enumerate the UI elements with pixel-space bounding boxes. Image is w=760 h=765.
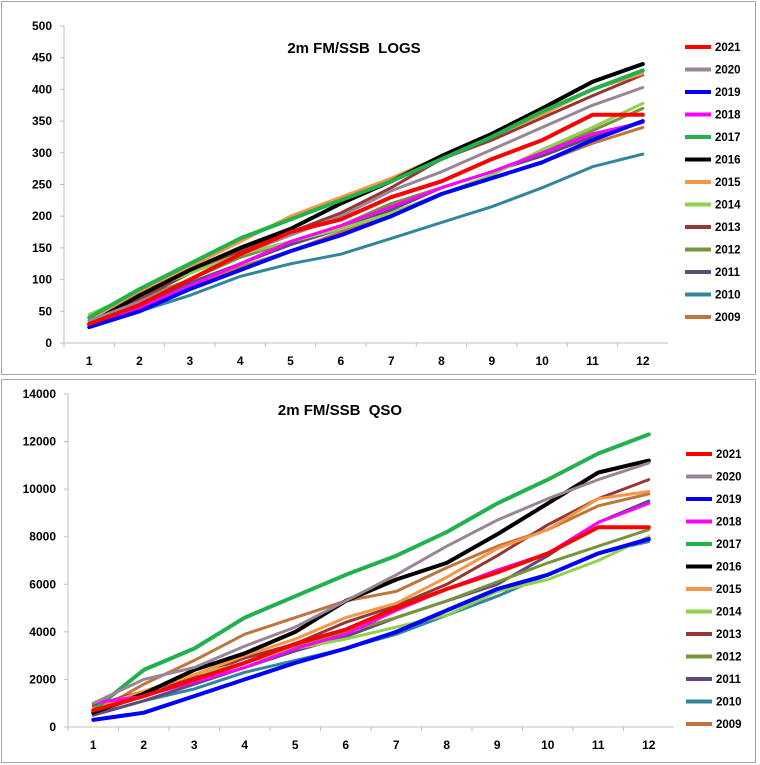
qso-legend-label-2016: 2016 bbox=[716, 562, 742, 574]
logs-y-tick-label: 250 bbox=[32, 178, 52, 192]
logs-legend-label-2016: 2016 bbox=[715, 155, 741, 167]
logs-y-tick-label: 50 bbox=[39, 304, 53, 318]
qso-y-tick-label: 2000 bbox=[29, 672, 56, 686]
logs-x-tick-label: 10 bbox=[535, 354, 549, 368]
logs-legend-label-2021: 2021 bbox=[715, 42, 741, 54]
qso-legend-label-2014: 2014 bbox=[716, 607, 742, 619]
qso-legend-label-2011: 2011 bbox=[716, 674, 742, 686]
logs-legend-label-2015: 2015 bbox=[715, 177, 741, 189]
logs-x-tick-label: 4 bbox=[237, 354, 244, 368]
qso-legend-label-2010: 2010 bbox=[716, 697, 742, 709]
qso-x-tick-label: 10 bbox=[541, 738, 555, 752]
qso-series-line-2015 bbox=[91, 490, 651, 710]
qso-series-line-2021 bbox=[91, 525, 651, 713]
logs-y-tick-label: 500 bbox=[32, 19, 52, 33]
logs-y-tick-label: 150 bbox=[32, 241, 52, 255]
qso-legend-label-2013: 2013 bbox=[716, 629, 742, 641]
qso-x-tick-label: 9 bbox=[494, 738, 501, 752]
logs-series-line-2020 bbox=[87, 86, 645, 323]
qso-y-tick-label: 8000 bbox=[29, 530, 56, 544]
logs-y-tick-label: 200 bbox=[32, 209, 52, 223]
qso-y-tick-label: 4000 bbox=[29, 625, 56, 639]
qso-x-tick-label: 6 bbox=[342, 738, 349, 752]
logs-chart-panel: 0 50 100 150 200 250 300 350 400 450 500 1 2 3 4 5 6 7 8 9 1… bbox=[1, 1, 756, 375]
qso-series-line-2019 bbox=[91, 537, 651, 722]
logs-x-tick-label: 2 bbox=[136, 354, 143, 368]
logs-y-tick-label: 400 bbox=[32, 82, 52, 96]
logs-y-tick-label: 450 bbox=[32, 51, 52, 65]
logs-legend-label-2010: 2010 bbox=[715, 290, 741, 302]
qso-y-tick-label: 14000 bbox=[23, 387, 57, 401]
logs-x-tick-label: 9 bbox=[488, 354, 495, 368]
logs-legend-label-2020: 2020 bbox=[715, 65, 741, 77]
qso-y-tick-label: 6000 bbox=[29, 577, 56, 591]
qso-series-line-2016 bbox=[91, 458, 651, 715]
logs-chart-title: 2m FM/SSB LOGS bbox=[287, 40, 420, 57]
qso-x-tick-label: 12 bbox=[642, 738, 656, 752]
qso-y-tick-label: 12000 bbox=[23, 435, 57, 449]
qso-chart-title: 2m FM/SSB QSO bbox=[278, 402, 403, 419]
logs-x-tick-label: 8 bbox=[438, 354, 445, 368]
logs-series-line-2010 bbox=[87, 152, 645, 326]
logs-legend-label-2018: 2018 bbox=[715, 110, 741, 122]
qso-x-tick-label: 11 bbox=[592, 738, 605, 752]
qso-x-tick-label: 5 bbox=[292, 738, 299, 752]
logs-series-line-2019 bbox=[87, 119, 645, 330]
qso-chart-panel: 0 2000 4000 6000 8000 10000 12000 14000 1 2 3 4 5 6 7 8… bbox=[1, 379, 756, 763]
qso-x-tick-label: 2 bbox=[140, 738, 147, 752]
logs-y-tick-label: 300 bbox=[32, 146, 52, 160]
qso-legend-label-2019: 2019 bbox=[716, 494, 742, 506]
logs-x-tick-label: 12 bbox=[636, 354, 650, 368]
qso-y-tick-label: 10000 bbox=[23, 482, 57, 496]
logs-x-tick-label: 6 bbox=[337, 354, 344, 368]
qso-x-tick-label: 3 bbox=[191, 738, 198, 752]
qso-x-tick-label: 8 bbox=[443, 738, 450, 752]
logs-legend-label-2017: 2017 bbox=[715, 132, 741, 144]
logs-series-line-2017 bbox=[87, 68, 645, 320]
qso-series-line-2017 bbox=[91, 432, 651, 713]
qso-legend-label-2018: 2018 bbox=[716, 517, 742, 529]
logs-series-line-2015 bbox=[87, 72, 645, 323]
qso-x-tick-label: 1 bbox=[90, 738, 97, 752]
logs-legend-label-2019: 2019 bbox=[715, 87, 741, 99]
logs-legend-label-2011: 2011 bbox=[715, 267, 741, 279]
qso-legend-label-2020: 2020 bbox=[716, 472, 742, 484]
qso-series-line-2018 bbox=[91, 501, 651, 705]
qso-legend-label-2015: 2015 bbox=[716, 584, 742, 596]
qso-legend-label-2012: 2012 bbox=[716, 652, 742, 664]
logs-y-tick-label: 350 bbox=[32, 114, 52, 128]
qso-x-tick-label: 7 bbox=[393, 738, 400, 752]
logs-series-line-2021 bbox=[87, 112, 645, 326]
qso-legend-label-2009: 2009 bbox=[716, 719, 742, 731]
logs-y-tick-label: 100 bbox=[32, 273, 52, 287]
logs-legend-label-2014: 2014 bbox=[715, 200, 741, 212]
qso-y-tick-label: 0 bbox=[49, 720, 56, 734]
logs-x-tick-label: 3 bbox=[186, 354, 193, 368]
qso-legend-label-2021: 2021 bbox=[716, 449, 742, 461]
qso-series-line-2020 bbox=[91, 461, 651, 705]
logs-x-tick-label: 1 bbox=[86, 354, 93, 368]
logs-x-tick-label: 7 bbox=[388, 354, 395, 368]
logs-x-tick-label: 5 bbox=[287, 354, 294, 368]
logs-legend-label-2013: 2013 bbox=[715, 222, 741, 234]
qso-series-line-2013 bbox=[91, 478, 651, 708]
logs-series-line-2018 bbox=[87, 120, 645, 326]
logs-series-line-2013 bbox=[87, 73, 645, 323]
qso-legend-label-2017: 2017 bbox=[716, 539, 742, 551]
qso-x-tick-label: 4 bbox=[241, 738, 248, 752]
logs-y-tick-label: 0 bbox=[45, 336, 52, 350]
logs-legend-label-2012: 2012 bbox=[715, 245, 741, 257]
logs-x-tick-label: 11 bbox=[586, 354, 599, 368]
logs-legend-label-2009: 2009 bbox=[715, 312, 741, 324]
